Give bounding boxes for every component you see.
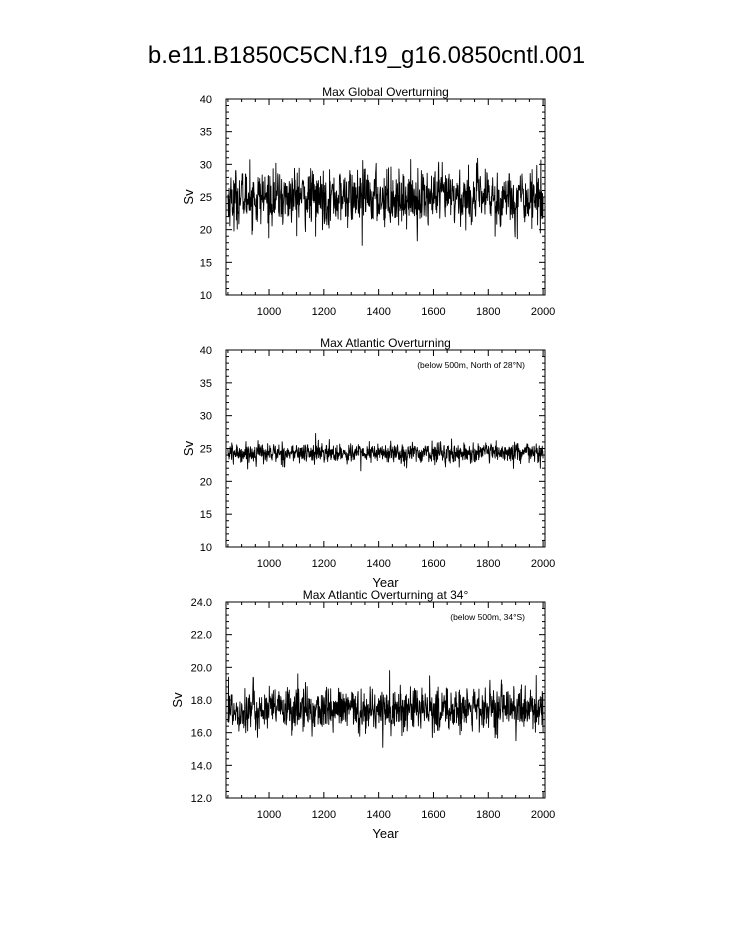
x-tick-label: 1600 bbox=[421, 306, 445, 318]
chart-subtitle: (below 500m, North of 28°N) bbox=[417, 360, 525, 370]
y-tick-label: 25 bbox=[200, 444, 212, 456]
x-tick-label: 1400 bbox=[366, 809, 390, 821]
y-tick-label: 35 bbox=[200, 378, 212, 390]
x-tick-label: 1400 bbox=[366, 558, 390, 570]
chart-title: Max Atlantic Overturning at 34° bbox=[303, 588, 469, 602]
y-tick-label: 12.0 bbox=[191, 793, 212, 805]
series-line-0 bbox=[227, 670, 544, 748]
chart-subtitle: (below 500m, 34°S) bbox=[450, 612, 525, 622]
panel-atlantic-overturning-34: 1000 1200 1400 1600 1800 2000 12.0 14.0 16.0 18.0… bbox=[170, 588, 555, 841]
chart-title: Max Atlantic Overturning bbox=[320, 336, 451, 350]
page-title: b.e11.B1850C5CN.f19_g16.0850cntl.001 bbox=[147, 42, 586, 69]
x-tick-label: 1800 bbox=[476, 558, 500, 570]
y-tick-label: 35 bbox=[200, 127, 212, 139]
y-axis-label: Sv bbox=[181, 189, 196, 205]
x-axis-label: Year bbox=[372, 575, 399, 590]
x-tick-label: 1200 bbox=[312, 558, 336, 570]
y-tick-label: 22.0 bbox=[191, 630, 212, 642]
x-tick-label: 2000 bbox=[531, 558, 555, 570]
series-line-0 bbox=[227, 432, 544, 472]
y-tick-label: 20 bbox=[200, 476, 212, 488]
y-tick-label: 40 bbox=[200, 345, 212, 357]
x-tick-label: 1000 bbox=[257, 558, 281, 570]
x-axis-label: Year bbox=[372, 826, 399, 841]
x-tick-label: 1800 bbox=[476, 809, 500, 821]
y-axis-label: Sv bbox=[170, 692, 185, 708]
x-tick-label: 2000 bbox=[531, 306, 555, 318]
y-tick-label: 10 bbox=[200, 290, 212, 302]
y-tick-label: 18.0 bbox=[191, 695, 212, 707]
y-tick-label: 10 bbox=[200, 542, 212, 554]
panel-global-overturning: 1000 1200 1400 1600 1800 2000 10 15 20 25 30 35 40 Ma… bbox=[181, 85, 555, 318]
x-tick-label: 1400 bbox=[366, 306, 390, 318]
y-tick-label: 24.0 bbox=[191, 597, 212, 609]
x-tick-label: 1800 bbox=[476, 306, 500, 318]
x-tick-label: 2000 bbox=[531, 809, 555, 821]
x-tick-label: 1000 bbox=[257, 809, 281, 821]
y-tick-label: 30 bbox=[200, 159, 212, 171]
y-tick-label: 40 bbox=[200, 94, 212, 106]
y-tick-label: 14.0 bbox=[191, 760, 212, 772]
y-tick-label: 30 bbox=[200, 411, 212, 423]
x-tick-label: 1600 bbox=[421, 809, 445, 821]
x-tick-label: 1000 bbox=[257, 306, 281, 318]
y-tick-label: 16.0 bbox=[191, 728, 212, 740]
series-line-0 bbox=[227, 157, 544, 246]
y-axis-label: Sv bbox=[181, 440, 196, 456]
y-tick-label: 20 bbox=[200, 225, 212, 237]
panel-atlantic-overturning: 1000 1200 1400 1600 1800 2000 10 15 20 25 30 35 40 Ma… bbox=[181, 336, 555, 590]
x-tick-label: 1600 bbox=[421, 558, 445, 570]
y-tick-label: 15 bbox=[200, 509, 212, 521]
y-tick-label: 20.0 bbox=[191, 662, 212, 674]
x-tick-label: 1200 bbox=[312, 306, 336, 318]
y-tick-label: 25 bbox=[200, 192, 212, 204]
y-tick-label: 15 bbox=[200, 257, 212, 269]
chart-title: Max Global Overturning bbox=[322, 85, 449, 99]
x-tick-label: 1200 bbox=[312, 809, 336, 821]
